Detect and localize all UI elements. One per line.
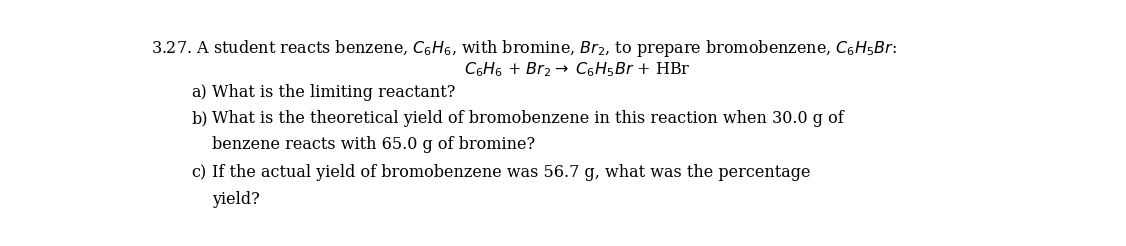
Text: a): a) <box>191 84 207 101</box>
Text: yield?: yield? <box>213 191 260 208</box>
Text: What is the limiting reactant?: What is the limiting reactant? <box>213 84 456 101</box>
Text: benzene reacts with 65.0 g of bromine?: benzene reacts with 65.0 g of bromine? <box>213 136 536 153</box>
Text: What is the theoretical yield of bromobenzene in this reaction when 30.0 g of: What is the theoretical yield of bromobe… <box>213 110 844 127</box>
Text: b): b) <box>191 110 208 127</box>
Text: c): c) <box>191 164 206 181</box>
Text: If the actual yield of bromobenzene was 56.7 g, what was the percentage: If the actual yield of bromobenzene was … <box>213 164 811 181</box>
Text: 3.27. A student reacts benzene, $C_6H_6$, with bromine, $Br_2$, to prepare bromo: 3.27. A student reacts benzene, $C_6H_6$… <box>151 38 897 59</box>
Text: $C_6H_6$ + $Br_2\rightarrow$ $C_6H_5Br$ + HBr: $C_6H_6$ + $Br_2\rightarrow$ $C_6H_5Br$ … <box>464 60 690 78</box>
